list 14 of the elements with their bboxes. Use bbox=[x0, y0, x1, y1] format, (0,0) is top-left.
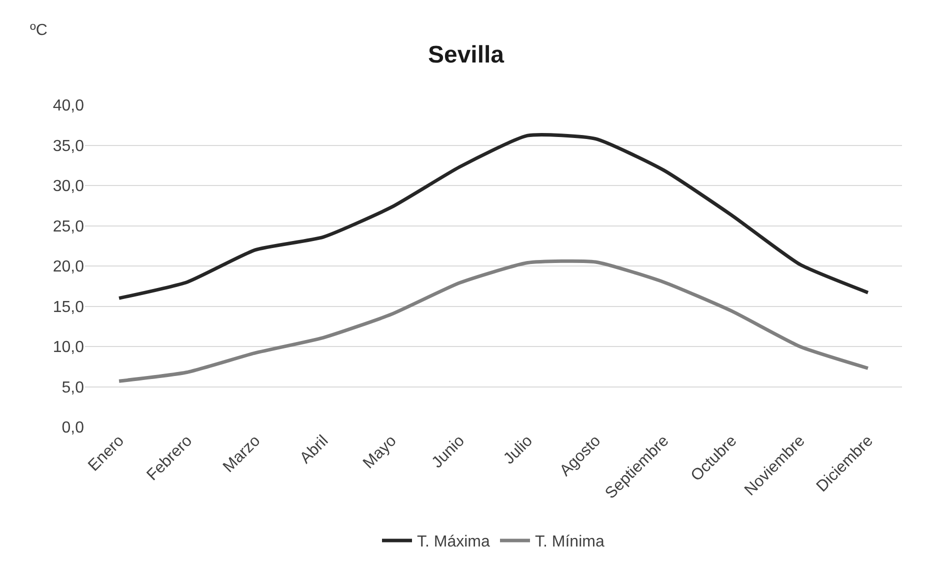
line-series bbox=[117, 259, 870, 383]
y-tick-label: 20,0 bbox=[52, 258, 84, 276]
y-tick-label: 35,0 bbox=[52, 138, 84, 155]
y-tick-label: 0,0 bbox=[62, 420, 84, 437]
y-tick-label: 15,0 bbox=[52, 298, 84, 316]
y-tick-label: 30,0 bbox=[52, 178, 84, 196]
y-axis-title: ºC bbox=[30, 22, 48, 39]
y-tick-label: 5,0 bbox=[62, 379, 84, 396]
y-tick-label: 40,0 bbox=[52, 98, 84, 115]
y-tick-label: 25,0 bbox=[52, 218, 84, 236]
x-tick-label: Julio bbox=[500, 432, 536, 468]
line-series bbox=[117, 133, 870, 300]
chart-title: Sevilla bbox=[428, 41, 505, 68]
y-tick-label: 10,0 bbox=[52, 339, 84, 356]
